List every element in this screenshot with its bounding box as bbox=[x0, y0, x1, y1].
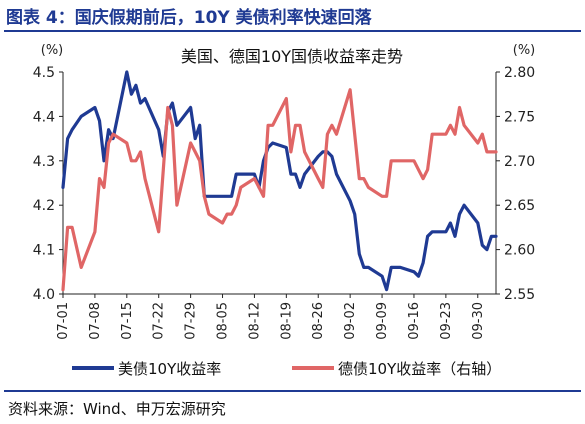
series-line-bund-10y bbox=[61, 88, 498, 292]
left-axis-tick-label: 4.1 bbox=[33, 243, 55, 259]
x-axis-tick-label: 07-01 bbox=[56, 302, 71, 340]
source-note: 资料来源：Wind、申万宏源研究 bbox=[8, 400, 226, 418]
right-axis-tick-label: 2.80 bbox=[504, 65, 535, 81]
x-axis-tick-label: 09-09 bbox=[375, 302, 390, 340]
x-axis-tick-label: 08-26 bbox=[311, 302, 326, 340]
x-axis-tick-label: 08-05 bbox=[216, 302, 231, 340]
axes: 4.0 4.1 4.2 4.3 4.4 4.5 2.55 2.60 2.65 2.70 2.75 2.… bbox=[33, 65, 535, 340]
source-divider bbox=[4, 390, 581, 392]
x-axis-tick-label: 07-15 bbox=[120, 302, 135, 340]
x-axis-tick-label: 09-23 bbox=[439, 302, 454, 340]
right-axis-tick-label: 2.75 bbox=[504, 109, 535, 125]
x-axis-tick-label: 08-12 bbox=[247, 302, 262, 340]
title-underline bbox=[4, 30, 581, 32]
figure-title: 图表 4：国庆假期前后，10Y 美债利率快速回落 bbox=[6, 8, 372, 28]
legend-label-1: 德债10Y收益率（右轴） bbox=[338, 360, 501, 378]
left-axis-tick-label: 4.5 bbox=[33, 65, 55, 81]
left-axis-tick-label: 4.0 bbox=[33, 287, 55, 303]
right-axis-tick-label: 2.70 bbox=[504, 154, 535, 170]
right-axis-unit: (%) bbox=[513, 43, 536, 58]
right-axis-tick-label: 2.65 bbox=[504, 198, 535, 214]
legend: 美债10Y收益率 德债10Y收益率（右轴） bbox=[72, 360, 501, 378]
x-axis-tick-label: 09-16 bbox=[407, 302, 422, 340]
series-lines bbox=[61, 70, 498, 292]
x-axis-tick-label: 07-22 bbox=[152, 302, 167, 340]
series-line-ust-10y bbox=[61, 70, 498, 292]
chart: 美国、德国10Y国债收益率走势 (%) (%) 4.04.14.24.34.44… bbox=[33, 43, 536, 378]
right-axis-tick-label: 2.55 bbox=[504, 287, 535, 303]
x-axis-tick-label: 09-02 bbox=[343, 302, 358, 340]
left-axis-tick-label: 4.4 bbox=[33, 109, 55, 125]
chart-title: 美国、德国10Y国债收益率走势 bbox=[181, 47, 403, 66]
right-axis-tick-label: 2.60 bbox=[504, 243, 535, 259]
left-axis-tick-label: 4.3 bbox=[33, 154, 55, 170]
left-axis-unit: (%) bbox=[41, 43, 64, 58]
left-axis-tick-label: 4.2 bbox=[33, 198, 55, 214]
x-axis-tick-label: 08-19 bbox=[279, 302, 294, 340]
x-axis-tick-label: 09-30 bbox=[471, 302, 486, 340]
x-axis-tick-label: 07-08 bbox=[88, 302, 103, 340]
x-axis-tick-label: 07-29 bbox=[184, 302, 199, 340]
legend-label-0: 美债10Y收益率 bbox=[118, 360, 221, 378]
